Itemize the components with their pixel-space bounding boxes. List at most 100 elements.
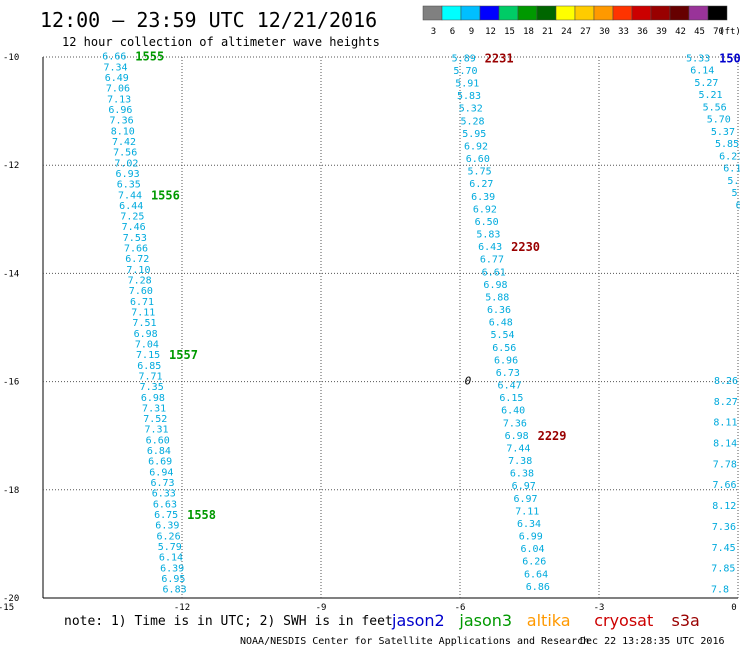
wave-height-value: 8.27 bbox=[714, 397, 738, 408]
wave-height-value: 6.34 bbox=[517, 519, 541, 530]
colorbar-label: 45 bbox=[694, 27, 705, 37]
colorbar-swatch bbox=[612, 5, 633, 21]
wave-height-value: 6.73 bbox=[150, 478, 174, 489]
wave-height-value: 6.49 bbox=[105, 73, 129, 84]
colorbar-swatch bbox=[631, 5, 652, 21]
wave-height-value: 6.43 bbox=[478, 242, 502, 253]
wave-height-value: 6.14 bbox=[159, 553, 183, 564]
colorbar-swatch bbox=[650, 5, 671, 21]
wave-height-value: 7.8 bbox=[711, 585, 729, 596]
wave-height-value: 5.46 bbox=[732, 188, 740, 199]
colorbar-swatch bbox=[707, 5, 728, 21]
wave-height-value: 6.39 bbox=[160, 563, 184, 574]
wave-height-value: 7.71 bbox=[138, 371, 162, 382]
wave-height-value: 7.11 bbox=[131, 307, 155, 318]
colorbar-label: 3 bbox=[431, 27, 436, 37]
wave-height-value: 6.53 bbox=[736, 200, 740, 211]
wave-height-value: 6.93 bbox=[116, 169, 140, 180]
wave-height-value: 7.35 bbox=[140, 382, 164, 393]
wave-height-value: 5.33 bbox=[686, 53, 710, 64]
wave-height-value: 6.85 bbox=[137, 361, 161, 372]
altimeter-tracks: 6.667.346.497.067.136.967.368.107.427.56… bbox=[102, 50, 740, 596]
wave-height-value: 7.15 bbox=[136, 350, 160, 361]
wave-height-value: 6.97 bbox=[512, 481, 536, 492]
wave-height-value: 7.56 bbox=[113, 148, 137, 159]
wave-height-value: 5.56 bbox=[703, 102, 727, 113]
wave-height-value: 5.70 bbox=[707, 115, 731, 126]
wave-height-value: 5.88 bbox=[485, 292, 509, 303]
wave-height-value: 8.12 bbox=[712, 501, 736, 512]
x-tick-label: -15 bbox=[0, 603, 14, 613]
wave-height-value: 7.60 bbox=[129, 286, 153, 297]
wave-height-value: 7.36 bbox=[110, 116, 134, 127]
edge-track-values: 8.26 8.27 8.11 8.14 7.78 7.66 8.12 7.36 7.45 7.85… bbox=[711, 376, 738, 596]
colorbar-label: 33 bbox=[618, 27, 629, 37]
legend-s3a: s3a bbox=[672, 611, 700, 630]
wave-height-value: 6.97 bbox=[513, 494, 537, 505]
wave-height-value: 7.78 bbox=[713, 459, 737, 470]
wave-height-value: 7.44 bbox=[118, 190, 142, 201]
wave-height-value: 6.38 bbox=[510, 469, 534, 480]
wave-height-value: 7.85 bbox=[711, 564, 735, 575]
y-tick-label: -14 bbox=[3, 269, 19, 279]
x-tick-labels: -15 -12 -9 -6 -3 0 bbox=[0, 603, 737, 613]
wave-height-value: 5.21 bbox=[699, 90, 723, 101]
wave-height-value: 6.86 bbox=[526, 582, 550, 593]
legend-altika: altika bbox=[527, 611, 571, 630]
wave-height-value: 6.98 bbox=[141, 393, 165, 404]
colorbar-label: 9 bbox=[469, 27, 474, 37]
wave-height-value: 7.36 bbox=[503, 418, 527, 429]
y-tick-label: -18 bbox=[3, 486, 19, 496]
wave-height-value: 6.99 bbox=[519, 532, 543, 543]
chart-title: 12:00 – 23:59 UTC 12/21/2016 bbox=[40, 8, 377, 32]
colorbar-label: 15 bbox=[504, 27, 515, 37]
wave-height-value: 6.39 bbox=[155, 521, 179, 532]
wave-height-value: 6.60 bbox=[466, 154, 490, 165]
wave-height-value: 6.84 bbox=[147, 446, 171, 457]
colorbar-label: 27 bbox=[580, 27, 591, 37]
time-label: 1556 bbox=[151, 188, 180, 202]
colorbar-swatch bbox=[441, 5, 462, 21]
wave-height-value: 7.66 bbox=[713, 480, 737, 491]
wave-height-value: 6.95 bbox=[161, 574, 185, 585]
colorbar-swatch bbox=[555, 5, 576, 21]
time-label: 1555 bbox=[135, 50, 164, 64]
wave-height-value: 6.33 bbox=[152, 489, 176, 500]
wave-height-value: 6.98 bbox=[134, 329, 158, 340]
wave-height-value: 7.02 bbox=[114, 158, 138, 169]
wave-height-value: 5.75 bbox=[468, 167, 492, 178]
wave-height-value: 6.69 bbox=[148, 457, 172, 468]
wave-height-value: 7.45 bbox=[712, 543, 736, 554]
wave-height-value: 5.95 bbox=[462, 129, 486, 140]
colorbar-swatch bbox=[479, 5, 500, 21]
legend-cryosat: cryosat bbox=[594, 611, 653, 630]
wave-height-value: 7.06 bbox=[106, 84, 130, 95]
time-label: 1558 bbox=[187, 508, 216, 522]
colorbar-swatch bbox=[574, 5, 595, 21]
wave-height-value: 7.53 bbox=[123, 233, 147, 244]
wave-height-value: 6.63 bbox=[153, 499, 177, 510]
wave-height-value: 7.38 bbox=[508, 456, 532, 467]
wave-height-value: 6.14 bbox=[690, 66, 714, 77]
chart-subtitle: 12 hour collection of altimeter wave hei… bbox=[62, 35, 380, 49]
track-s3a: 5.895.705.915.835.325.285.956.926.605.75… bbox=[452, 51, 567, 593]
colorbar-label: 24 bbox=[561, 27, 572, 37]
wave-height-value: 8.14 bbox=[713, 439, 737, 450]
wave-height-value: 6.94 bbox=[149, 467, 173, 478]
time-label: 2231 bbox=[485, 51, 514, 65]
legend-jason3: jason3 bbox=[458, 611, 512, 630]
x-tick-label: -12 bbox=[174, 603, 190, 613]
wave-height-value: 6.26 bbox=[522, 557, 546, 568]
marker-label: 0 bbox=[465, 375, 472, 388]
wave-height-value: 5.89 bbox=[452, 53, 476, 64]
wave-height-value: 7.42 bbox=[112, 137, 136, 148]
wave-height-value: 6.60 bbox=[146, 435, 170, 446]
footer-note: note: 1) Time is in UTC; 2) SWH is in fe… bbox=[64, 614, 393, 629]
wave-height-value: 6.44 bbox=[119, 201, 143, 212]
wave-height-value: 6.92 bbox=[473, 204, 497, 215]
wave-height-value: 5.91 bbox=[455, 78, 479, 89]
wave-height-value: 6.15 bbox=[499, 393, 523, 404]
colorbar-label: 42 bbox=[675, 27, 686, 37]
colorbar-label: 39 bbox=[656, 27, 667, 37]
wave-height-value: 7.25 bbox=[120, 212, 144, 223]
